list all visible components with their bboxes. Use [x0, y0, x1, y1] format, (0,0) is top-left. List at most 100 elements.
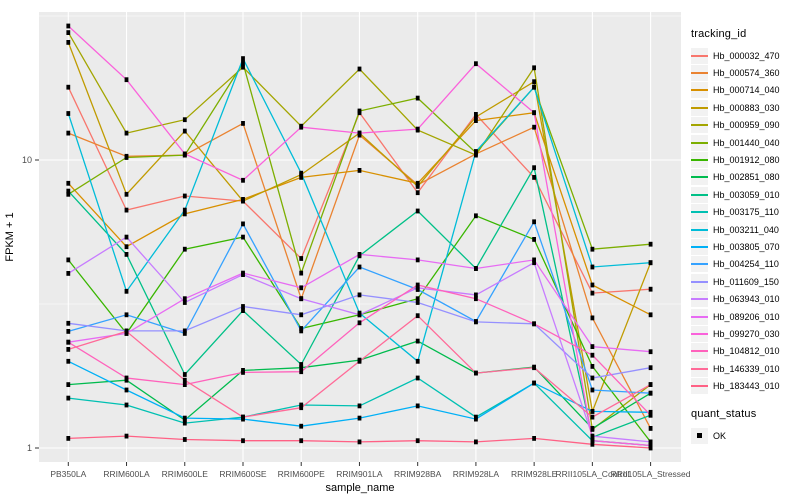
data-point: [241, 370, 245, 375]
legend-key: [691, 134, 708, 151]
data-point: [415, 180, 420, 186]
data-point: [299, 438, 304, 444]
data-point: [182, 415, 187, 421]
data-point: [357, 320, 362, 326]
data-point: [299, 362, 304, 367]
data-point: [648, 382, 653, 387]
data-point: [182, 437, 187, 442]
data-point: [182, 420, 187, 426]
data-point: [415, 296, 420, 302]
data-point: [241, 121, 245, 126]
data-point: [415, 126, 420, 132]
legend-item-label: Hb_104812_010: [713, 346, 780, 357]
legend-key: [691, 427, 708, 444]
legend-key: [691, 204, 708, 221]
data-point: [66, 130, 71, 136]
data-point: [590, 246, 595, 252]
data-point: [66, 188, 71, 194]
legend-line-swatch: [691, 332, 708, 335]
data-point: [299, 170, 304, 176]
legend-key: [691, 152, 708, 169]
legend-key: [691, 221, 708, 238]
data-point: [532, 84, 536, 90]
data-point: [415, 257, 420, 263]
legend-key: [691, 291, 708, 308]
data-point: [474, 319, 478, 325]
data-point: [182, 246, 187, 252]
data-point: [474, 292, 478, 298]
data-point: [648, 312, 653, 318]
legend-line-swatch: [691, 280, 708, 283]
legend-item-label: Hb_000032_470: [713, 50, 780, 61]
legend-item-label: Hb_003175_110: [713, 207, 779, 218]
data-point: [415, 190, 420, 196]
data-point: [182, 331, 187, 336]
legend-item: Hb_003059_010: [691, 186, 799, 203]
legend-item: Hb_089206_010: [691, 308, 799, 325]
data-point: [299, 285, 304, 291]
x-tick-label: RRIM600PE: [278, 469, 326, 479]
data-point: [474, 112, 478, 117]
data-point: [590, 282, 595, 288]
data-point: [648, 241, 653, 247]
data-point: [66, 436, 71, 441]
data-point: [241, 308, 245, 313]
data-point: [474, 370, 478, 376]
legend-line-swatch: [691, 72, 708, 75]
legend-item-label: Hb_000959_090: [713, 120, 780, 131]
legend-item-label: Hb_004254_110: [713, 259, 779, 270]
data-point: [474, 61, 478, 67]
x-tick-label: RRIM901LA: [336, 469, 383, 479]
data-point: [357, 415, 362, 421]
data-point: [66, 329, 71, 334]
data-point: [415, 300, 420, 305]
legend-item: Hb_004254_110: [691, 256, 799, 273]
legend-item-label: Hb_000574_360: [713, 68, 780, 79]
legend-key: [691, 343, 708, 360]
data-point: [182, 193, 187, 199]
legend-line-swatch: [691, 385, 708, 388]
data-point: [357, 403, 362, 409]
data-point: [66, 358, 71, 364]
legend-line-swatch: [691, 193, 708, 196]
data-point: [532, 165, 536, 171]
data-point: [66, 30, 71, 35]
legend-key: [691, 378, 708, 395]
data-point: [357, 130, 362, 136]
data-point: [648, 349, 653, 355]
legend-key: [691, 256, 708, 273]
data-point: [299, 423, 304, 429]
data-point: [182, 211, 187, 217]
data-point: [241, 414, 245, 420]
data-point: [590, 409, 595, 414]
legend-key: [691, 325, 708, 342]
data-point: [474, 213, 478, 219]
data-point: [532, 380, 536, 386]
data-point: [241, 270, 245, 276]
legend-item: Hb_000032_470: [691, 47, 799, 64]
legend: tracking_id Hb_000032_470 Hb_000574_360 Hb…: [691, 28, 799, 444]
data-point: [648, 445, 653, 451]
legend-item: Hb_011609_150: [691, 273, 799, 290]
data-point: [415, 358, 420, 364]
legend-item: Hb_146339_010: [691, 360, 799, 377]
data-point: [415, 184, 420, 189]
data-point: [590, 426, 595, 431]
data-point: [590, 387, 595, 393]
data-point: [590, 414, 595, 420]
legend-line-swatch: [691, 367, 708, 370]
data-point: [590, 364, 595, 369]
data-point: [182, 296, 187, 302]
data-point: [241, 221, 245, 227]
data-point: [299, 328, 304, 334]
data-point: [299, 124, 304, 130]
legend-item-label: Hb_000883_030: [713, 102, 780, 113]
x-tick-label: RRIM928LA: [453, 469, 500, 479]
data-point: [415, 438, 420, 444]
legend-item: Hb_003211_040: [691, 221, 799, 238]
data-point: [590, 264, 595, 270]
data-point: [66, 347, 71, 352]
data-point: [124, 402, 129, 408]
data-point: [648, 412, 653, 418]
data-point: [415, 375, 420, 381]
